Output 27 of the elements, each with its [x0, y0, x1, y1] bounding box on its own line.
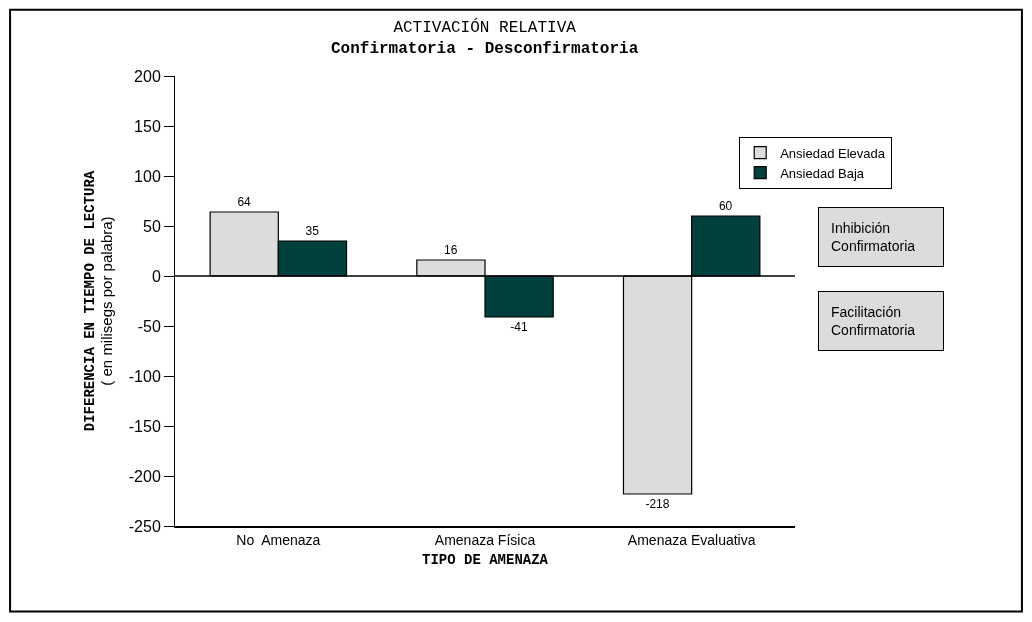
data-label: -218 — [645, 497, 670, 511]
data-label: 64 — [237, 195, 252, 209]
y-tick-label: -150 — [128, 417, 161, 435]
data-label: 35 — [305, 224, 320, 238]
y-tick-label: -200 — [128, 467, 161, 485]
y-tick-label: -250 — [128, 517, 161, 535]
data-label: 16 — [444, 243, 458, 257]
x-tick-label: No Amenaza — [236, 531, 321, 548]
legend-label: Ansiedad Baja — [780, 165, 865, 181]
x-tick-label: Amenaza Evaluativa — [627, 531, 756, 548]
chart-subtitle: Confirmatoria - Desconfirmatoria — [331, 39, 639, 58]
y-tick-label: 0 — [151, 267, 161, 285]
data-label: 60 — [718, 199, 733, 213]
data-label: -41 — [510, 320, 528, 334]
y-tick-label: 100 — [134, 167, 161, 185]
text: Inhibición Confirmatoria — [831, 220, 916, 255]
y-tick-label: -100 — [128, 367, 161, 385]
x-axis-title: TIPO DE AMENAZA — [421, 552, 549, 569]
chart-title: ACTIVACIÓN RELATIVA — [393, 18, 577, 37]
text: Facilitación Confirmatoria — [831, 304, 916, 339]
x-tick-label: Amenaza Física — [434, 531, 536, 548]
y-tick-label: -50 — [137, 317, 161, 335]
y-axis-title: DIFERENCIA EN TIEMPO DE LECTURA ( en milisegs por palabra) — [82, 170, 116, 432]
y-tick-label: 150 — [134, 117, 161, 135]
y-tick-label: 50 — [143, 217, 161, 235]
legend-label: Ansiedad Elevada — [780, 145, 886, 161]
y-tick-label: 200 — [134, 67, 161, 85]
